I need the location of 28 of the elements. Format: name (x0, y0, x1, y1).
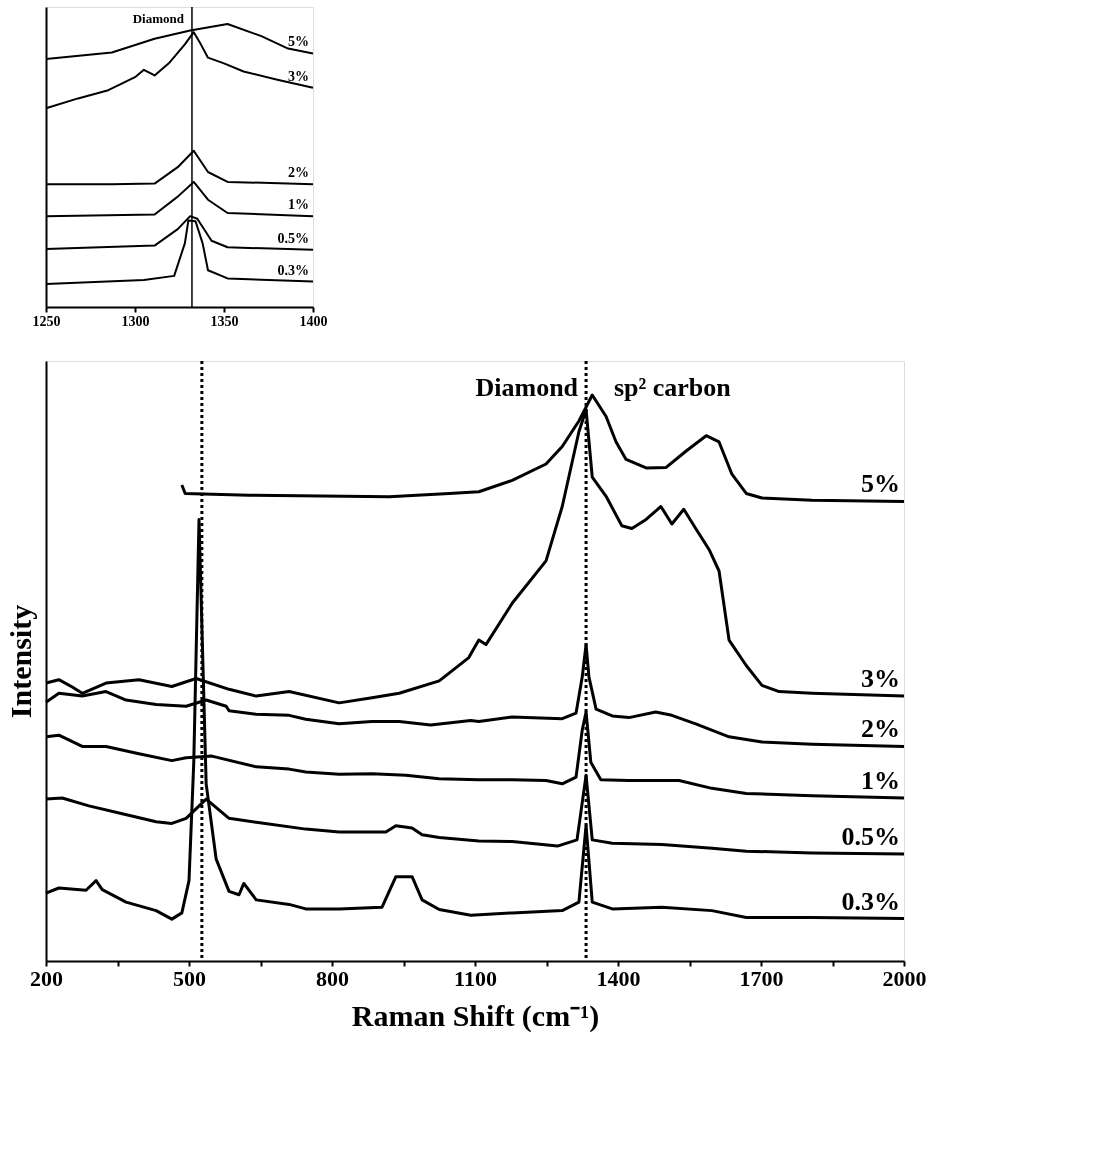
series-label: 0.5% (841, 822, 900, 852)
annotation: sp² carbon (613, 373, 732, 402)
x-tick-label: 2000 (882, 965, 927, 991)
series-label: 1% (861, 765, 900, 795)
series-label: 2% (861, 714, 900, 744)
ref-line-label: Diamond (475, 373, 579, 402)
x-tick-label: 1250 (32, 313, 61, 329)
series-label: 3% (288, 68, 309, 84)
series-label: 0.3% (277, 262, 309, 278)
series-label: 0.3% (841, 886, 900, 916)
x-tick-label: 1100 (454, 965, 497, 991)
x-tick-label: 500 (173, 965, 206, 991)
x-tick-label: 800 (316, 965, 349, 991)
ref-line-label: Diamond (132, 11, 185, 26)
x-tick-label: 200 (30, 965, 63, 991)
x-tick-label: 1300 (121, 313, 150, 329)
x-tick-label: 1700 (739, 965, 784, 991)
series-label: 3% (861, 664, 900, 694)
series-label: 5% (288, 34, 309, 50)
x-tick-label: 1350 (210, 313, 239, 329)
series-label: 1% (288, 197, 309, 213)
x-tick-label: 1400 (596, 965, 641, 991)
y-axis-title: Intensity (3, 604, 37, 719)
x-tick-label: 1400 (299, 313, 328, 329)
series-label: 0.5% (277, 230, 309, 246)
series-label: 5% (861, 469, 900, 499)
x-axis-title: Raman Shift (cm⁻¹) (351, 998, 600, 1033)
series-label: 2% (288, 165, 309, 181)
